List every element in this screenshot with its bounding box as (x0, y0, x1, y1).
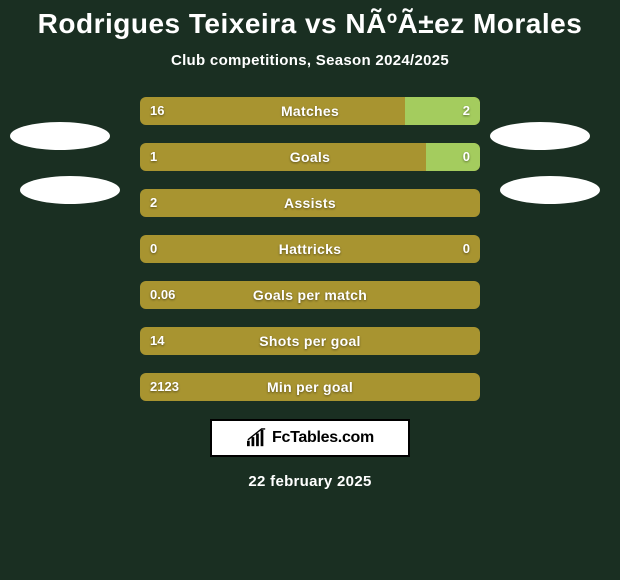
stat-label: Min per goal (140, 373, 480, 401)
stat-label: Shots per goal (140, 327, 480, 355)
page-title: Rodrigues Teixeira vs NÃºÃ±ez Morales (0, 0, 620, 40)
stat-label: Assists (140, 189, 480, 217)
stat-bar: 14Shots per goal (140, 327, 480, 355)
stat-label: Goals per match (140, 281, 480, 309)
stat-bar: 2123Min per goal (140, 373, 480, 401)
stat-bar: 162Matches (140, 97, 480, 125)
stat-label: Matches (140, 97, 480, 125)
stat-label: Hattricks (140, 235, 480, 263)
stat-bar: 2Assists (140, 189, 480, 217)
decorative-oval (20, 176, 120, 204)
decorative-oval (500, 176, 600, 204)
logo-box: FcTables.com (210, 419, 410, 457)
stat-label: Goals (140, 143, 480, 171)
date-text: 22 february 2025 (0, 473, 620, 490)
stat-bar: 00Hattricks (140, 235, 480, 263)
decorative-oval (10, 122, 110, 150)
decorative-oval (490, 122, 590, 150)
stat-bar: 10Goals (140, 143, 480, 171)
subtitle: Club competitions, Season 2024/2025 (0, 52, 620, 69)
stat-bar: 0.06Goals per match (140, 281, 480, 309)
chart-icon (246, 428, 268, 448)
logo-text: FcTables.com (272, 429, 374, 447)
